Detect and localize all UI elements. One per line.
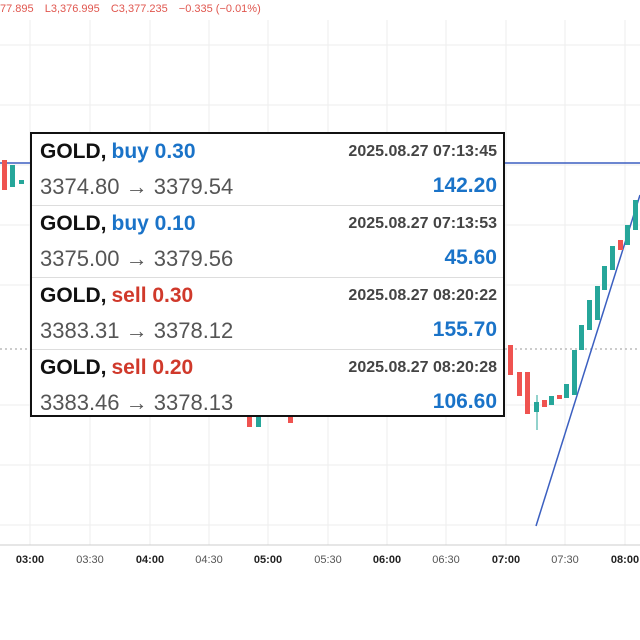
trade-prices: 3383.46 → 3378.13: [40, 390, 234, 415]
symbol: GOLD,: [40, 284, 107, 307]
symbol: GOLD,: [40, 140, 107, 163]
order: buy 0.30: [111, 140, 196, 163]
trade-row: GOLD, sell 0.20 2025.08.27 08:20:28 3383.46…: [32, 350, 503, 421]
trade-row: GOLD, sell 0.30 2025.08.27 08:20:22 3383.31…: [32, 278, 503, 350]
time-label: 08:00: [610, 554, 640, 566]
trade-prices: 3374.80 → 3379.54: [40, 174, 234, 199]
order: sell 0.20: [111, 356, 194, 379]
trade-title: GOLD, buy 0.30: [40, 140, 196, 164]
trade-row: GOLD, buy 0.10 2025.08.27 07:13:53 3375.00 …: [32, 206, 503, 278]
trend-line: [535, 194, 640, 527]
symbol: GOLD,: [40, 356, 107, 379]
time-label: 05:00: [253, 554, 283, 566]
trade-panel: GOLD, buy 0.30 2025.08.27 07:13:45 3374.80 …: [30, 132, 505, 417]
trade-profit: 155.70: [432, 318, 497, 341]
trade-row: GOLD, buy 0.30 2025.08.27 07:13:45 3374.80 …: [32, 134, 503, 206]
symbol: GOLD,: [40, 212, 107, 235]
time-label: 03:30: [76, 554, 104, 566]
trade-profit: 142.20: [432, 174, 497, 197]
trade-time: 2025.08.27 07:13:45: [348, 143, 497, 160]
time-label: 05:30: [314, 554, 342, 566]
trade-prices: 3383.31 → 3378.12: [40, 318, 234, 343]
trade-title: GOLD, buy 0.10: [40, 212, 196, 236]
trade-profit: 106.60: [432, 390, 497, 413]
time-label: 06:00: [372, 554, 402, 566]
trade-prices: 3375.00 → 3379.56: [40, 246, 234, 271]
order: sell 0.30: [111, 284, 194, 307]
trade-time: 2025.08.27 08:20:22: [348, 287, 497, 304]
time-label: 07:00: [491, 554, 521, 566]
candles: [2, 160, 638, 430]
trade-title: GOLD, sell 0.20: [40, 356, 193, 380]
time-label: 06:30: [432, 554, 460, 566]
ohlc-value: −0.335 (−0.01%): [178, 3, 261, 15]
time-label: 04:30: [195, 554, 223, 566]
ohlc-value: C3,377.235: [110, 3, 168, 15]
ohlc-header: 77.895 L3,376.995 C3,377.235 −0.335 (−0.…: [0, 3, 269, 15]
time-label: 03:00: [15, 554, 45, 566]
ohlc-value: 77.895: [0, 3, 34, 15]
time-label: 04:00: [135, 554, 165, 566]
order: buy 0.10: [111, 212, 196, 235]
trade-time: 2025.08.27 07:13:53: [348, 215, 497, 232]
time-label: 07:30: [551, 554, 579, 566]
trade-title: GOLD, sell 0.30: [40, 284, 193, 308]
trade-profit: 45.60: [444, 246, 497, 269]
trade-time: 2025.08.27 08:20:28: [348, 359, 497, 376]
ohlc-value: L3,376.995: [44, 3, 100, 15]
